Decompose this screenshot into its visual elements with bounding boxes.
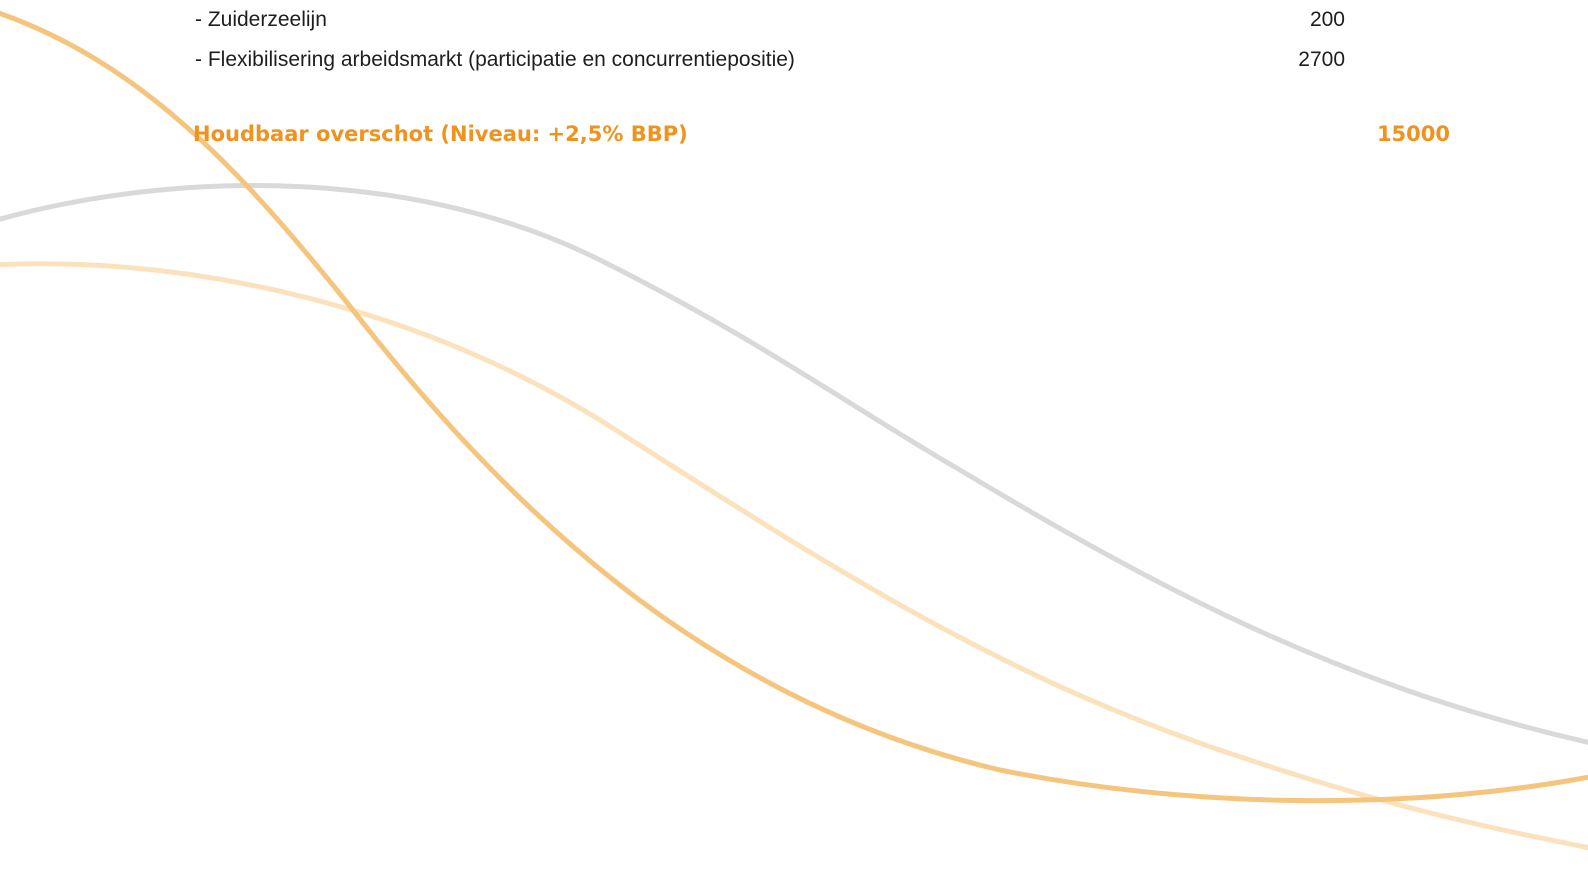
gray-wave-curve	[0, 183, 1588, 745]
total-label: Houdbaar overschot (Niveau: +2,5% BBP)	[193, 122, 688, 146]
orange-wave-curve	[0, 10, 1588, 804]
light-orange-wave-curve	[0, 261, 1588, 851]
list-item-label: - Zuiderzeelijn	[195, 8, 327, 31]
list-item-value: 200	[1309, 8, 1345, 31]
list-item-value: 2700	[1298, 48, 1345, 71]
list-item-label: - Flexibilisering arbeidsmarkt (particip…	[195, 48, 795, 71]
total-value: 15000	[1376, 122, 1450, 146]
